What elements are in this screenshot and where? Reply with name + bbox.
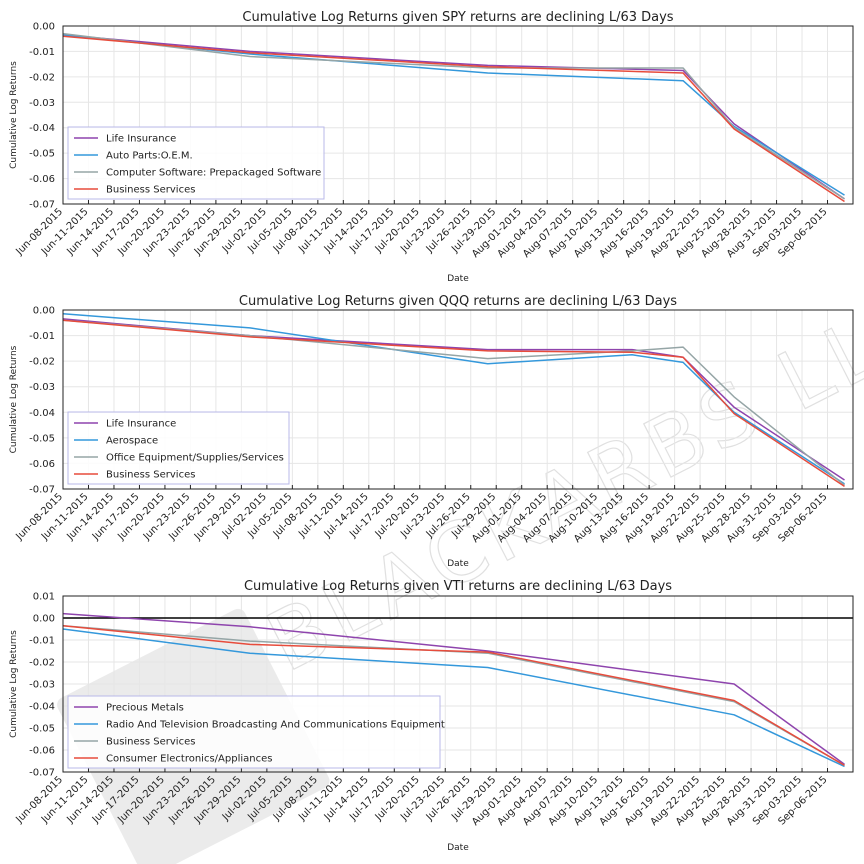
legend-label: Aerospace (106, 436, 158, 447)
y-tick-label: -0.07 (29, 200, 55, 211)
y-tick-label: -0.06 (29, 174, 55, 185)
y-tick-label: -0.02 (29, 357, 55, 368)
legend-label: Precious Metals (106, 703, 184, 714)
legend-label: Life Insurance (106, 134, 176, 145)
legend: Precious Metals Radio And Television Broa… (67, 695, 445, 769)
plot-frame (62, 309, 854, 490)
watermark-text: BLACKARBS LLC (253, 270, 864, 691)
y-tick-label: -0.01 (29, 331, 55, 342)
legend-label: Business Services (106, 185, 195, 196)
series-line (62, 313, 845, 485)
y-tick-label: -0.04 (29, 702, 55, 713)
y-tick-label: -0.03 (29, 382, 55, 393)
legend-box (67, 411, 290, 485)
y-tick-label: 0.00 (33, 22, 55, 33)
plot-frame (62, 595, 854, 773)
y-tick-label: -0.01 (29, 47, 55, 58)
series-line (62, 624, 845, 767)
legend-label: Business Services (106, 737, 195, 748)
y-axis-label: Cumulative Log Returns (9, 61, 19, 169)
y-tick-label: -0.01 (29, 636, 55, 647)
x-axis-label: Date (447, 274, 469, 284)
chart-title: Cumulative Log Returns given SPY returns… (242, 10, 673, 25)
y-tick-label: -0.07 (29, 485, 55, 496)
y-tick-label: -0.05 (29, 724, 55, 735)
legend-label: Office Equipment/Supplies/Services (106, 453, 284, 464)
y-tick-label: -0.02 (29, 658, 55, 669)
series-line (62, 35, 845, 203)
series-line (62, 319, 845, 486)
legend-label: Computer Software: Prepackaged Software (106, 168, 321, 179)
y-tick-label: -0.03 (29, 680, 55, 691)
y-tick-label: -0.02 (29, 72, 55, 83)
legend: Life Insurance Auto Parts:O.E.M. Computer … (67, 126, 325, 200)
y-tick-label: 0.00 (33, 614, 55, 625)
y-tick-label: -0.06 (29, 459, 55, 470)
series-line (62, 34, 845, 196)
legend-label: Life Insurance (106, 419, 176, 430)
x-axis-label: Date (447, 843, 469, 853)
y-tick-label: 0.01 (33, 592, 55, 603)
y-axis-label: Cumulative Log Returns (9, 630, 19, 738)
legend-label: Consumer Electronics/Appliances (106, 754, 272, 765)
x-axis-label: Date (447, 559, 469, 569)
series-line (62, 612, 845, 765)
y-tick-label: -0.05 (29, 433, 55, 444)
chart-title: Cumulative Log Returns given VTI returns… (244, 579, 672, 594)
legend-box (67, 126, 325, 200)
y-tick-label: -0.05 (29, 149, 55, 160)
chart-panel-spy: 0.00-0.01-0.02-0.03-0.04-0.05-0.06-0.07J… (9, 10, 854, 284)
y-axis-label: Cumulative Log Returns (9, 345, 19, 453)
plot-frame (62, 25, 854, 205)
series-line (62, 32, 845, 200)
legend-box (67, 695, 441, 769)
series-line (62, 319, 845, 488)
y-tick-label: -0.04 (29, 408, 55, 419)
legend-label: Radio And Television Broadcasting And Co… (106, 720, 445, 731)
legend-label: Business Services (106, 470, 195, 481)
y-tick-label: -0.04 (29, 123, 55, 134)
legend: Life Insurance Aerospace Office Equipment/… (67, 411, 290, 485)
y-tick-label: -0.07 (29, 768, 55, 779)
y-tick-label: 0.00 (33, 306, 55, 317)
series-line (62, 628, 845, 768)
chart-title: Cumulative Log Returns given QQQ returns… (239, 294, 677, 309)
y-tick-label: -0.06 (29, 746, 55, 757)
y-tick-label: -0.03 (29, 98, 55, 109)
legend-label: Auto Parts:O.E.M. (106, 151, 193, 162)
